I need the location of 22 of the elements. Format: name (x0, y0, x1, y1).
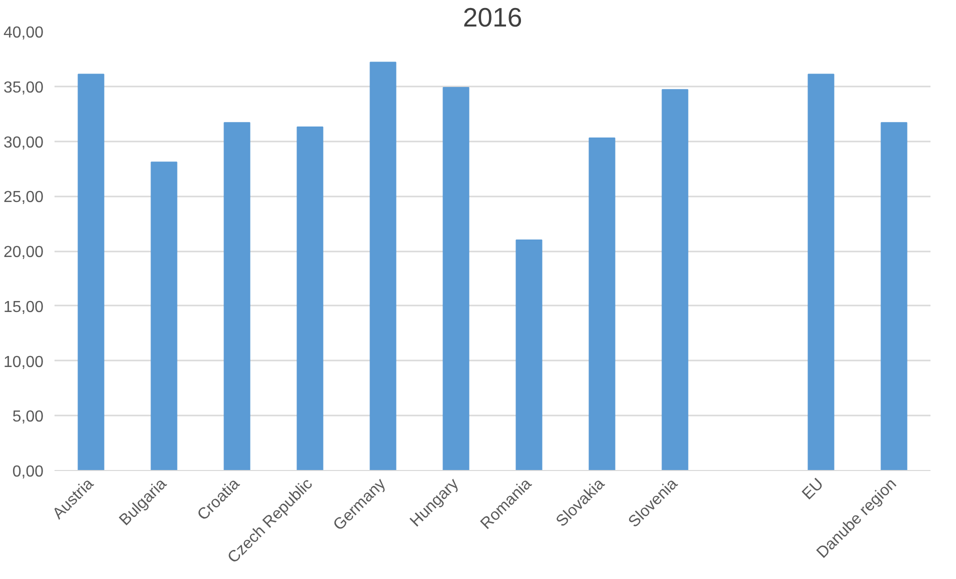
y-tick-label: 0,00 (12, 464, 44, 480)
bar (296, 126, 324, 470)
bar (370, 62, 396, 470)
bar (588, 137, 616, 470)
bar (516, 240, 542, 470)
y-tick-label: 30,00 (3, 134, 44, 152)
bar (224, 122, 250, 470)
bar (808, 74, 834, 470)
bar (442, 86, 470, 470)
y-tick-label: 15,00 (3, 298, 44, 316)
y-tick-label: 40,00 (3, 24, 44, 42)
y-tick-label: 25,00 (3, 189, 44, 206)
y-tick-label: 10,00 (3, 354, 44, 371)
bar (880, 122, 908, 470)
bar (662, 89, 688, 470)
chart-title: 2016 (462, 2, 522, 32)
y-tick-label: 20,00 (3, 244, 44, 261)
y-tick-label: 35,00 (3, 79, 44, 96)
x-tick-label: EU (799, 475, 828, 504)
y-tick-label: 5,00 (12, 408, 44, 426)
bar (150, 162, 178, 470)
bar (78, 74, 104, 470)
